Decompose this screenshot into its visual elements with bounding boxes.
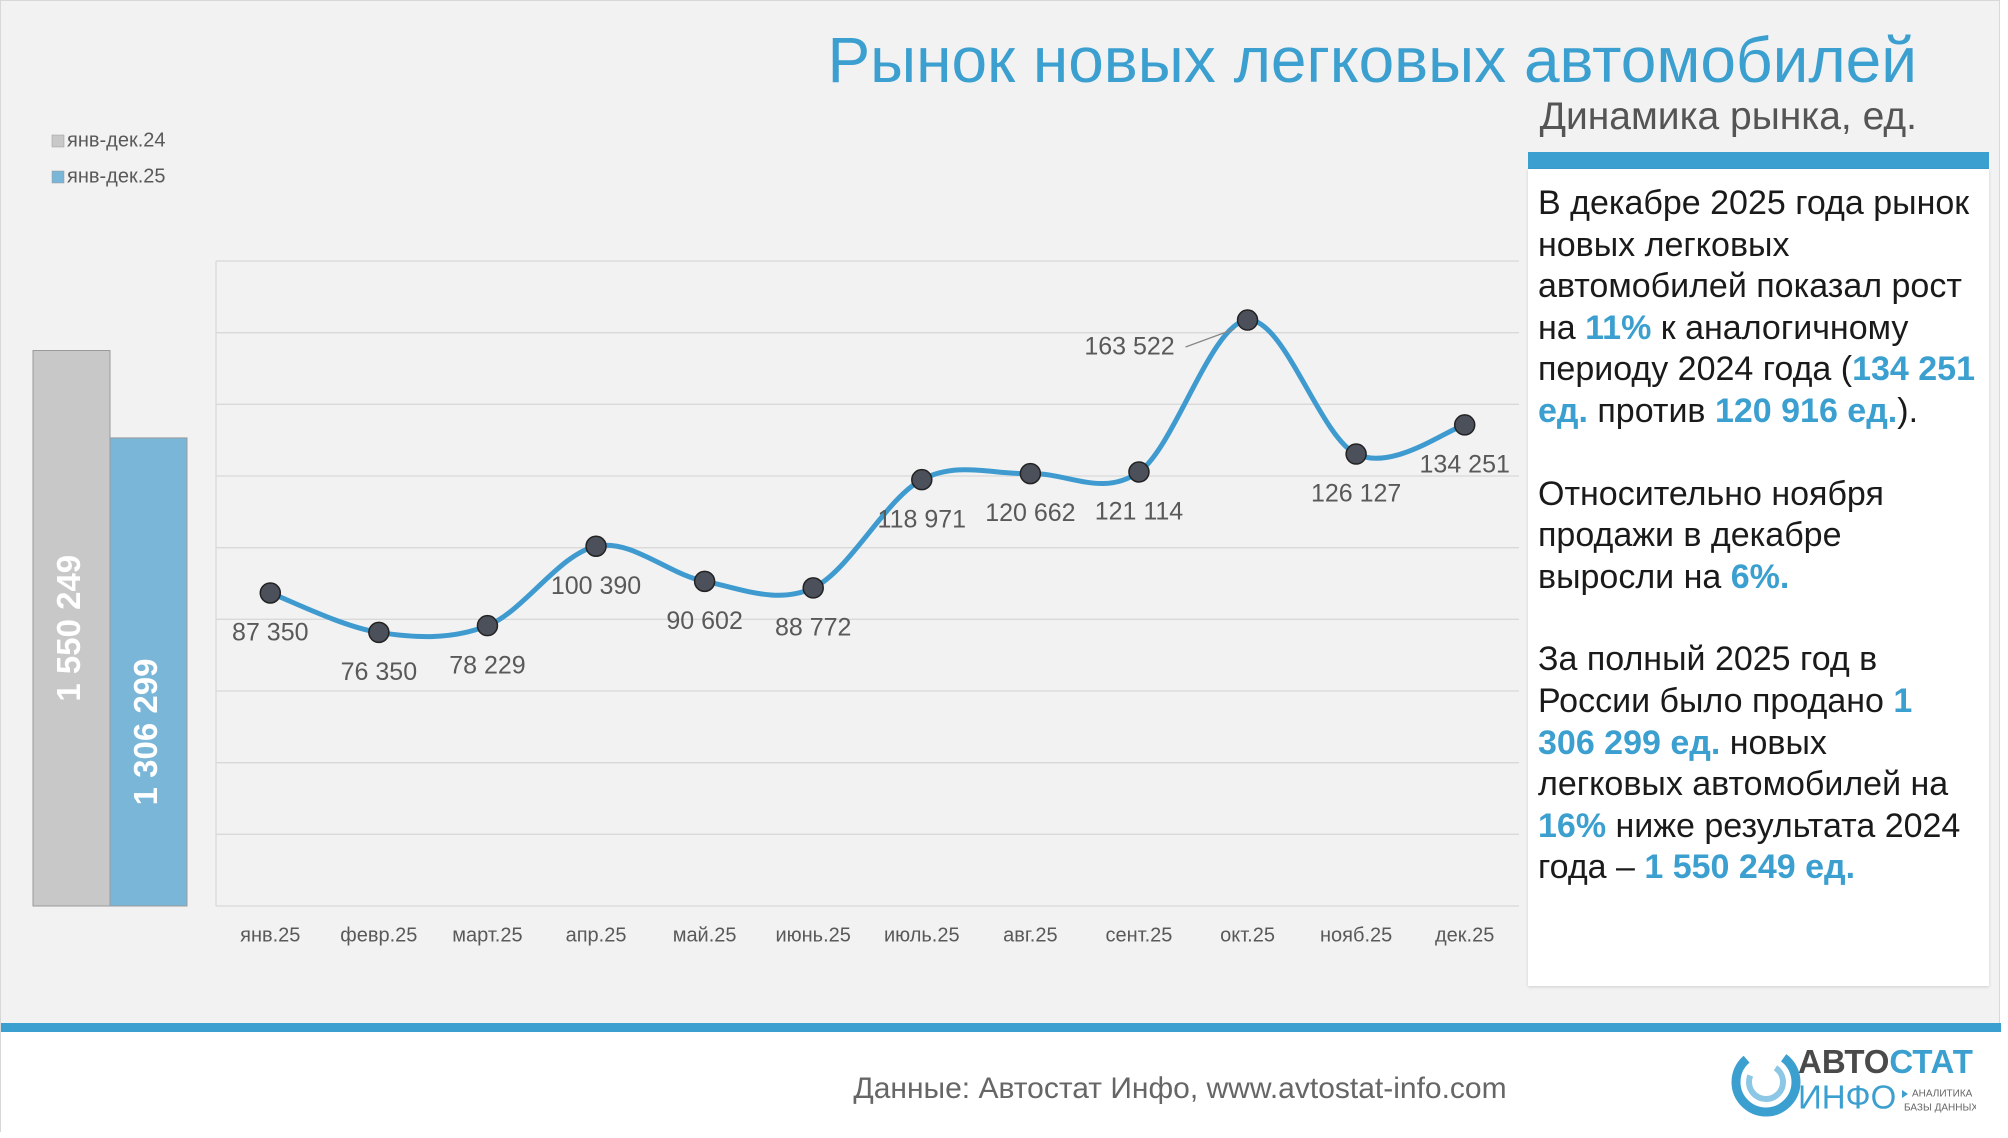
data-label: 118 971	[878, 505, 967, 533]
marker	[911, 468, 933, 491]
accent-band	[1528, 152, 1989, 169]
leader-line	[1185, 328, 1235, 348]
logo-text: АВТОСТАТ	[1798, 1043, 1973, 1080]
marker	[1019, 462, 1042, 485]
bar-value-label: 1 550 249	[50, 555, 87, 702]
data-label: 120 662	[985, 499, 1075, 527]
logo-text: ИНФО	[1798, 1079, 1896, 1116]
logo-text: СТАТ	[1889, 1043, 1972, 1080]
data-label: 121 114	[1095, 498, 1184, 526]
commentary-panel: В декабре 2025 года рынок новых легковых…	[1528, 169, 1989, 986]
line	[269, 317, 1466, 640]
subtitle: Динамика рынка, ед.	[1539, 95, 1917, 138]
data-label: 134 251	[1420, 451, 1510, 479]
highlight: 120 916 ед.	[1714, 391, 1898, 430]
x-tick-label: нояб.25	[1320, 924, 1392, 946]
logo-text: АВТО	[1798, 1043, 1889, 1080]
logo-arrow	[1902, 1090, 1908, 1098]
highlight: 6%.	[1730, 557, 1790, 596]
data-label: 87 350	[232, 619, 308, 647]
x-tick-label: янв.25	[240, 924, 300, 946]
legend-swatch	[51, 134, 65, 148]
text: к аналогичному периоду 2024 года (	[1538, 308, 1909, 389]
marker	[585, 535, 607, 558]
chart: янв-дек.24 1 550 249 янв-дек.25 1 306 299 ян…	[32, 129, 1519, 946]
paragraph: В декабре 2025 года рынок новых легковых…	[1538, 183, 1977, 433]
text: против	[1587, 391, 1715, 430]
text: ниже результата 2024 года –	[1538, 806, 1961, 887]
bar	[109, 437, 188, 907]
title: Рынок новых легковых автомобилей	[827, 24, 1917, 96]
marker	[802, 577, 824, 599]
x-tick-label: дек.25	[1435, 924, 1494, 946]
text: В декабре 2025 года рынок новых легковых…	[1538, 184, 1970, 347]
logo-icon	[1746, 1062, 1786, 1102]
paragraph: За полный 2025 год в России было продано…	[1538, 639, 1977, 889]
x-tick-label: июль.25	[884, 924, 960, 946]
marker	[693, 570, 716, 593]
text: Относительно ноября продажи в декабре вы…	[1538, 474, 1884, 596]
x-tick-label: июнь.25	[775, 924, 850, 946]
highlight: 1 306 299 ед.	[1538, 681, 1913, 762]
paragraph: Относительно ноября продажи в декабре вы…	[1538, 474, 1977, 599]
marker	[476, 614, 499, 637]
highlight: 1 550 249 ед.	[1644, 848, 1856, 887]
logo: АВТОСТАТ ИНФО АНАЛИТИКА БАЗЫ ДАННЫХ	[1731, 1043, 1976, 1117]
logo-tagline: АНАЛИТИКА	[1912, 1089, 1973, 1100]
data-label: 78 229	[449, 651, 525, 679]
highlight: 16%	[1538, 806, 1607, 845]
highlight: 134 251 ед.	[1538, 350, 1975, 430]
marker	[368, 621, 390, 644]
footer: АВТОСТАТ ИНФО АНАЛИТИКА БАЗЫ ДАННЫХ	[1, 1023, 2001, 1133]
legend-label: янв-дек.24	[67, 129, 166, 151]
data-label: 76 350	[341, 658, 417, 686]
data-label: 163 522	[1084, 333, 1174, 361]
source: Данные: Автостат Инфо, www.avtostat-info…	[853, 1072, 1507, 1105]
legend-label: янв-дек.25	[67, 165, 166, 187]
marker	[1453, 414, 1476, 436]
x-tick-label: март.25	[452, 924, 522, 946]
data-label: 88 772	[775, 614, 851, 642]
marker	[259, 582, 282, 604]
text: новых легковых автомобилей на	[1538, 723, 1949, 804]
marker	[1128, 461, 1150, 483]
logo-icon	[1731, 1047, 1801, 1117]
text: ).	[1897, 391, 1919, 430]
x-tick-label: окт.25	[1220, 924, 1275, 946]
legend-swatch	[51, 170, 65, 184]
bar	[32, 349, 111, 907]
marker	[1345, 443, 1367, 465]
bar-value-label: 1 306 299	[127, 659, 164, 806]
x-tick-label: апр.25	[566, 924, 627, 946]
data-label: 100 390	[551, 572, 641, 600]
logo-tagline: БАЗЫ ДАННЫХ	[1904, 1103, 1976, 1114]
data-label: 90 602	[666, 607, 742, 635]
data-label: 126 127	[1311, 480, 1401, 508]
highlight: 11%	[1585, 308, 1652, 347]
marker	[1236, 309, 1259, 331]
x-tick-label: февр.25	[340, 924, 417, 946]
x-tick-label: сент.25	[1105, 924, 1172, 946]
text: За полный 2025 год в России было продано	[1538, 640, 1894, 720]
x-tick-label: авг.25	[1003, 924, 1057, 946]
x-tick-label: май.25	[673, 924, 737, 946]
